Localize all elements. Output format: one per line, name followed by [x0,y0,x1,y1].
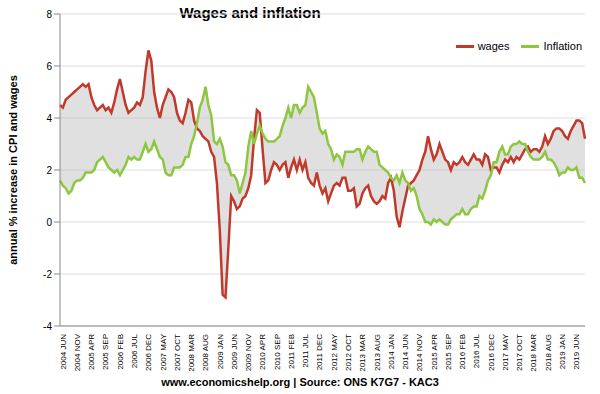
svg-text:annual % increase in CPI and w: annual % increase in CPI and wages [8,75,19,265]
svg-text:2017 OCT: 2017 OCT [515,334,524,371]
svg-text:2012 OCT: 2012 OCT [344,334,353,371]
svg-text:2018 AUG: 2018 AUG [544,334,553,371]
svg-text:2009 NOV: 2009 NOV [244,333,253,371]
svg-text:2011 DEC: 2011 DEC [315,334,324,371]
svg-text:-4: -4 [43,321,52,332]
svg-text:2012 MAY: 2012 MAY [330,333,339,370]
svg-text:6: 6 [46,61,52,72]
html-text:Inflation: Inflation [543,40,582,52]
svg-text:2014 JAN: 2014 JAN [387,334,396,369]
svg-text:2015 APR: 2015 APR [430,334,439,370]
svg-text:2009 JAN: 2009 JAN [216,334,225,369]
html-text:Wages and inflation: Wages and inflation [179,4,321,21]
svg-text:2010 SEP: 2010 SEP [273,334,282,370]
svg-text:2013 MAR: 2013 MAR [358,334,367,372]
svg-text:2014 JUN: 2014 JUN [401,334,410,370]
svg-text:2007 OCT: 2007 OCT [173,334,182,371]
svg-text:2010 APR: 2010 APR [258,334,267,370]
svg-text:2008 AUG: 2008 AUG [201,334,210,371]
svg-text:2009 JUN: 2009 JUN [230,334,239,370]
svg-text:0: 0 [46,217,52,228]
html-text:www.economicshelp.org | Source: www.economicshelp.org | Source: ONS K7G7… [161,376,439,388]
svg-text:2017 MAY: 2017 MAY [501,333,510,370]
svg-text:2004 NOV: 2004 NOV [73,333,82,371]
svg-text:2014 NOV: 2014 NOV [415,333,424,371]
svg-text:4: 4 [46,113,52,124]
svg-text:2016 DEC: 2016 DEC [487,334,496,371]
svg-text:2005 APR: 2005 APR [87,334,96,370]
svg-text:2006 JUL: 2006 JUL [130,333,139,368]
svg-text:2004 JUN: 2004 JUN [59,334,68,370]
svg-text:2019 JUN: 2019 JUN [572,334,581,370]
svg-text:2006 DEC: 2006 DEC [144,334,153,371]
svg-text:-2: -2 [43,269,52,280]
svg-text:2011 JUL: 2011 JUL [301,333,310,367]
svg-text:2018 MAR: 2018 MAR [529,334,538,372]
svg-text:2007 MAY: 2007 MAY [159,333,168,370]
svg-text:2006 FEB: 2006 FEB [116,334,125,370]
html-text:wages: wages [477,40,510,52]
svg-text:2011 FEB: 2011 FEB [287,334,296,369]
svg-text:2015 SEP: 2015 SEP [444,334,453,370]
svg-text:2016 FEB: 2016 FEB [458,334,467,370]
svg-text:2005 SEP: 2005 SEP [101,334,110,370]
svg-text:2: 2 [46,165,52,176]
svg-text:2008 MAR: 2008 MAR [187,334,196,372]
svg-text:2016 JUL: 2016 JUL [472,333,481,368]
svg-text:2013 AUG: 2013 AUG [373,334,382,371]
svg-text:2019 JAN: 2019 JAN [558,334,567,369]
svg-text:8: 8 [46,9,52,20]
